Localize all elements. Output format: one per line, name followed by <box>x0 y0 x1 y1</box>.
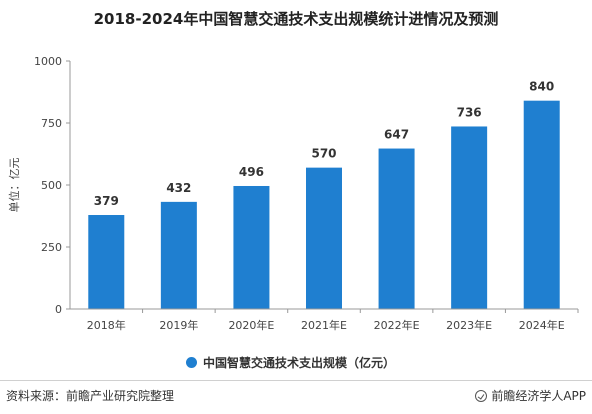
y-axis: 0 250 500 750 1000 <box>34 55 71 316</box>
bar <box>306 167 342 309</box>
data-label: 736 <box>457 105 482 119</box>
bars: 379 432 496 570 647 736 840 <box>88 80 560 310</box>
x-tick-label: 2018年 <box>87 318 126 332</box>
data-label: 570 <box>311 147 336 161</box>
legend: 中国智慧交通技术支出规模（亿元） <box>186 354 395 371</box>
y-tick-label: 1000 <box>34 55 62 68</box>
footer-divider <box>0 380 592 381</box>
y-tick-label: 500 <box>41 179 62 192</box>
bar <box>160 201 197 309</box>
data-label: 647 <box>384 128 409 142</box>
y-tick-label: 750 <box>41 117 62 130</box>
x-tick-label: 2024年E <box>519 318 565 332</box>
data-label: 840 <box>529 80 554 94</box>
data-label: 432 <box>166 181 191 195</box>
data-label: 379 <box>94 194 119 208</box>
source-note: 资料来源：前瞻产业研究院整理 <box>6 389 175 403</box>
y-tick-label: 0 <box>55 303 62 316</box>
y-axis-label: 单位：亿元 <box>7 158 21 213</box>
brand-name: 前瞻经济学人APP <box>491 389 586 403</box>
bar <box>233 185 270 309</box>
bar <box>378 148 415 309</box>
x-tick-label: 2023年E <box>446 318 492 332</box>
brand: 前瞻经济学人APP <box>475 387 586 404</box>
x-tick-label: 2020年E <box>228 318 274 332</box>
bar <box>88 215 125 309</box>
brand-logo-icon <box>475 389 488 402</box>
x-tick-label: 2019年 <box>159 318 198 332</box>
x-tick-label: 2022年E <box>374 318 420 332</box>
data-label: 496 <box>239 165 264 179</box>
legend-swatch <box>186 357 197 368</box>
x-tick-label: 2021年E <box>301 318 347 332</box>
x-axis: 2018年 2019年 2020年E 2021年E 2022年E 2023年E 2024年E <box>70 308 579 332</box>
bar <box>451 126 488 309</box>
legend-label: 中国智慧交通技术支出规模（亿元） <box>203 356 396 370</box>
y-tick-label: 250 <box>41 241 62 254</box>
bar <box>523 100 560 310</box>
chart-title: 2018-2024年中国智慧交通技术支出规模统计进情况及预测 <box>93 10 499 28</box>
